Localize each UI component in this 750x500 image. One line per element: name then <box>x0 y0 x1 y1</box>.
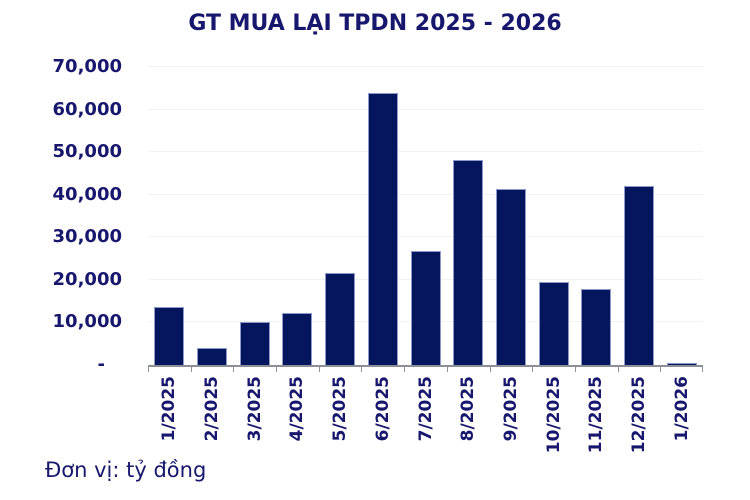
x-axis-tick <box>404 365 405 372</box>
bar-1/2026 <box>666 362 697 365</box>
x-tick-label: 8/2025 <box>458 376 479 442</box>
y-tick-label: 50,000 <box>52 141 122 163</box>
plot-area <box>148 66 703 372</box>
bar-8/2025 <box>453 160 484 365</box>
x-tick-label: 9/2025 <box>500 376 521 442</box>
x-axis-tick <box>618 365 619 372</box>
y-tick-label: 40,000 <box>52 183 122 205</box>
x-axis-tick <box>575 365 576 372</box>
x-tick-label: 1/2026 <box>671 376 692 442</box>
x-tick-label: 4/2025 <box>287 376 308 442</box>
bar-6/2025 <box>367 93 398 365</box>
x-tick-label: 11/2025 <box>586 376 607 454</box>
x-axis-tick <box>532 365 533 372</box>
x-tick-label: 10/2025 <box>543 376 564 454</box>
bar-3/2025 <box>239 321 270 365</box>
x-axis-labels: 1/2025 2/2025 3/2025 4/2025 5/2025 6/2025 7/20… <box>148 376 703 466</box>
y-tick-label: - <box>97 354 105 375</box>
y-tick-label: 60,000 <box>52 98 122 120</box>
x-axis-tick <box>276 365 277 372</box>
x-axis-tick <box>148 365 149 372</box>
x-axis-tick <box>191 365 192 372</box>
x-axis-tick <box>319 365 320 372</box>
x-tick-label: 6/2025 <box>372 376 393 442</box>
gridline <box>148 193 703 195</box>
x-axis-tick <box>447 365 448 372</box>
bar-11/2025 <box>581 289 612 365</box>
x-axis-tick <box>233 365 234 372</box>
x-tick-label: 7/2025 <box>415 376 436 442</box>
bar-4/2025 <box>282 313 313 365</box>
y-tick-label: 30,000 <box>52 226 122 248</box>
bar-5/2025 <box>325 272 356 365</box>
x-axis-tick <box>361 365 362 372</box>
bar-7/2025 <box>410 251 441 365</box>
gridline <box>148 108 703 110</box>
gridline <box>148 66 703 67</box>
bar-9/2025 <box>495 189 526 365</box>
bar-1/2025 <box>154 307 185 365</box>
y-tick-label: 70,000 <box>52 56 122 77</box>
gridline <box>148 151 703 153</box>
bar-12/2025 <box>623 185 654 365</box>
x-tick-label: 2/2025 <box>202 376 223 442</box>
x-axis-tick <box>490 365 491 372</box>
y-tick-label: 20,000 <box>52 268 122 290</box>
x-tick-label: 5/2025 <box>330 376 351 442</box>
x-axis-tick <box>702 365 703 372</box>
x-tick-label: 3/2025 <box>244 376 265 442</box>
x-axis-tick <box>660 365 661 372</box>
bar-10/2025 <box>538 282 569 365</box>
bar-2/2025 <box>197 348 228 365</box>
unit-note: Đơn vị: tỷ đồng <box>45 458 207 482</box>
x-tick-label: 1/2025 <box>159 376 180 442</box>
gridline <box>148 236 703 238</box>
x-tick-label: 12/2025 <box>628 376 649 454</box>
y-tick-label: 10,000 <box>52 311 122 333</box>
chart-title: GT MUA LẠI TPDN 2025 - 2026 <box>188 11 562 36</box>
